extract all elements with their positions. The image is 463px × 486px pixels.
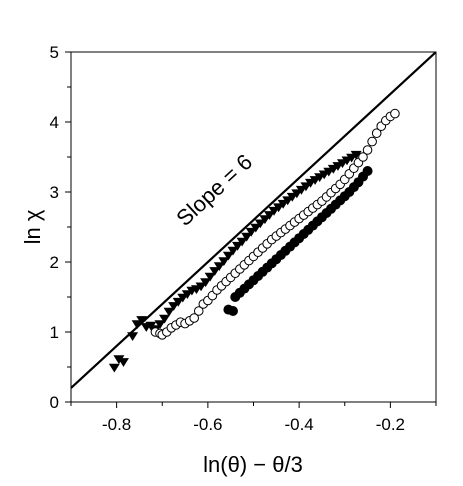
x-tick-label: -0.6: [193, 415, 222, 434]
triangle-point: [136, 316, 148, 325]
y-tick-label: 3: [50, 183, 59, 202]
x-tick-label: -0.4: [284, 415, 313, 434]
x-tick-label: -0.8: [102, 415, 131, 434]
triangle-point: [159, 314, 171, 324]
y-tick-label: 4: [50, 113, 59, 132]
triangle-point: [263, 211, 275, 220]
y-tick-label: 5: [50, 43, 59, 62]
triangle-point: [259, 215, 271, 225]
series-1: [108, 150, 362, 373]
triangle-point: [204, 272, 216, 282]
triangle-point: [163, 307, 175, 317]
open-circle-point: [189, 313, 199, 323]
open-circle-point: [367, 136, 377, 147]
triangle-point: [131, 320, 143, 330]
triangle-point: [250, 223, 262, 233]
axes: -0.8 -0.6 -0.4 -0.2 0 1 2 3 4 5: [50, 43, 437, 434]
x-tick-label: -0.2: [376, 415, 405, 434]
open-circle-point: [193, 306, 204, 316]
triangle-point: [117, 358, 129, 367]
triangle-point: [218, 257, 230, 267]
triangle-point: [172, 297, 184, 307]
plot-marks: [71, 52, 436, 389]
triangle-point: [254, 219, 266, 229]
triangle-point: [236, 237, 248, 247]
series-3: [223, 166, 373, 316]
triangle-point: [108, 363, 120, 373]
triangle-point: [113, 355, 125, 365]
series-2: [150, 108, 400, 340]
triangle-point: [127, 332, 139, 341]
triangle-point: [241, 232, 253, 242]
open-circle-point: [390, 108, 400, 119]
triangle-point: [213, 262, 225, 271]
triangle-point: [154, 320, 166, 330]
triangle-point: [200, 278, 212, 288]
open-circle-point: [371, 128, 382, 138]
y-tick-label: 1: [50, 323, 59, 342]
x-axis-title: ln(θ) − θ/3: [203, 452, 303, 477]
open-circle-point: [362, 145, 373, 155]
y-tick-label: 0: [50, 393, 59, 412]
filled-circle-point: [362, 166, 373, 176]
y-tick-label: 2: [50, 253, 59, 272]
triangle-point: [232, 241, 244, 251]
triangle-point: [195, 282, 207, 292]
triangle-point: [227, 246, 239, 256]
triangle-point: [209, 267, 221, 276]
triangle-point: [168, 302, 180, 311]
slope-reference-line: [71, 52, 436, 389]
filled-circle-point: [227, 306, 238, 316]
open-circle-point: [358, 152, 368, 162]
slope-annotation: Slope = 6: [171, 149, 257, 231]
y-axis-title: ln χ: [20, 209, 45, 244]
triangle-point: [350, 150, 362, 160]
triangle-point: [245, 227, 257, 237]
triangle-point: [222, 251, 234, 261]
